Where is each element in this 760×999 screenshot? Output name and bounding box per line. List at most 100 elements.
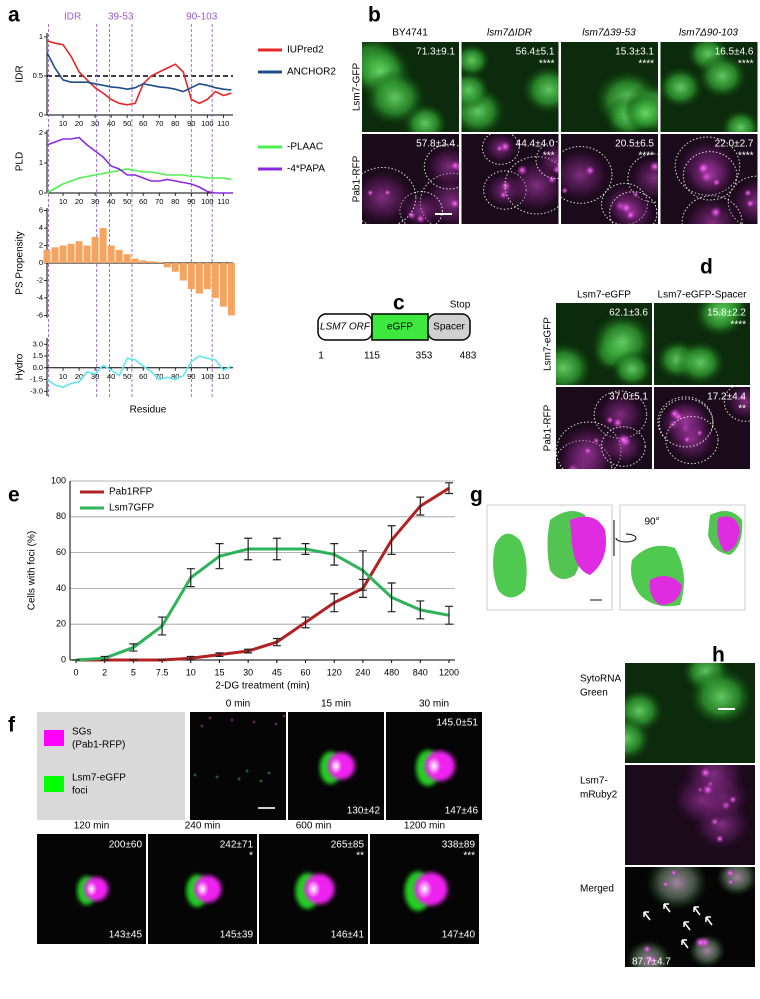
bar — [43, 249, 51, 263]
error-bar — [358, 550, 367, 591]
segment-label: Spacer — [433, 322, 465, 333]
error-bar — [100, 655, 109, 661]
granule — [584, 447, 592, 455]
micrograph — [386, 712, 482, 820]
bar — [131, 258, 139, 263]
column-header: Lsm7-eGFP — [577, 290, 631, 301]
error-bar — [215, 543, 224, 570]
granule — [552, 165, 559, 174]
cell-signal — [363, 69, 427, 127]
cell-outline — [600, 426, 646, 467]
cell-signal — [504, 156, 559, 215]
legend-swatch — [44, 730, 64, 746]
x-tick-label: 20 — [75, 372, 83, 381]
x-tick-label: 80 — [171, 197, 179, 206]
arrow — [683, 921, 691, 931]
cell-signal — [623, 93, 658, 132]
significance: **** — [539, 59, 555, 70]
cell-value: 22.0±2.7 — [715, 139, 754, 150]
column-header: lsm7ΔIDR — [487, 28, 532, 39]
overlap — [85, 881, 98, 897]
x-tick-label: 20 — [75, 119, 83, 128]
x-tick-label: 1200 — [439, 667, 459, 677]
overlap — [306, 880, 321, 898]
cell-outline — [665, 416, 719, 465]
bar — [147, 261, 155, 263]
stop-label: Stop — [450, 300, 471, 311]
bar — [227, 263, 235, 316]
x-tick-label: 50 — [123, 372, 131, 381]
granule — [625, 210, 636, 220]
error-bar — [272, 637, 281, 647]
row-label: Green — [580, 688, 608, 699]
y-tick-label: 0 — [39, 188, 43, 197]
position-label: 483 — [460, 351, 477, 362]
error-bar — [244, 537, 253, 561]
render-3d — [486, 504, 746, 611]
y-tick-label: -1.5 — [30, 375, 43, 384]
x-tick-label: 60 — [139, 119, 147, 128]
position-label: 115 — [364, 351, 380, 362]
x-tick-label: 100 — [201, 119, 214, 128]
noise — [215, 775, 219, 779]
series-line — [46, 355, 232, 389]
cell-signal — [683, 151, 737, 200]
cell-signal — [594, 390, 647, 439]
micrograph — [556, 303, 652, 385]
granule — [450, 198, 459, 209]
bar — [195, 263, 203, 294]
cell-value: 56.4±5.1 — [516, 47, 555, 58]
noise — [193, 773, 197, 777]
significance: **** — [638, 151, 654, 162]
x-axis-label: 2-DG treatment (min) — [215, 681, 309, 692]
micrograph — [625, 663, 755, 763]
series-line — [46, 40, 232, 106]
y-tick-label: 3.0 — [33, 339, 43, 348]
legend-label: SGs — [72, 727, 91, 738]
series-line — [46, 52, 232, 93]
panel-label: f — [8, 714, 16, 737]
micrograph — [660, 42, 758, 132]
bar — [171, 263, 179, 272]
granule — [739, 394, 746, 402]
cell-signal — [601, 426, 646, 467]
panel-label: e — [8, 484, 20, 507]
cell-signal — [609, 191, 657, 224]
noise — [259, 779, 263, 783]
time-label: 0 min — [226, 699, 250, 710]
column-header: Lsm7-eGFP-Spacer — [658, 290, 748, 301]
significance: * — [249, 851, 253, 862]
cell-outline — [481, 134, 520, 165]
significance: *** — [543, 151, 555, 162]
micrograph — [660, 134, 758, 239]
bar — [91, 236, 99, 263]
granule — [743, 189, 752, 197]
significance: *** — [463, 851, 475, 862]
x-tick-label: 5 — [131, 667, 136, 677]
granule — [746, 199, 755, 208]
y-tick-label: -2 — [36, 275, 43, 284]
bottom-value: 147±40 — [442, 930, 476, 941]
cell-value: 15.3±3.1 — [615, 47, 654, 58]
x-tick-label: 100 — [201, 372, 214, 381]
legend-label: Lsm7-eGFP — [72, 773, 126, 784]
y-tick-label: 0 — [61, 654, 66, 664]
noise — [274, 722, 278, 726]
x-tick-label: 40 — [107, 119, 115, 128]
error-bar — [129, 643, 138, 652]
granule — [697, 162, 710, 174]
noise — [282, 714, 286, 718]
row-label: Lsm7-GFP — [352, 63, 363, 112]
position-label: 1 — [318, 351, 324, 362]
x-tick-label: 50 — [123, 119, 131, 128]
cell-value: 20.5±6.5 — [615, 139, 654, 150]
granule — [692, 228, 703, 239]
noise — [208, 716, 212, 720]
bottom-value: 146±41 — [331, 930, 365, 941]
error-bar — [445, 482, 453, 495]
bar — [203, 263, 211, 290]
significance: ** — [738, 404, 746, 415]
granule — [699, 767, 711, 779]
bar — [219, 263, 227, 307]
